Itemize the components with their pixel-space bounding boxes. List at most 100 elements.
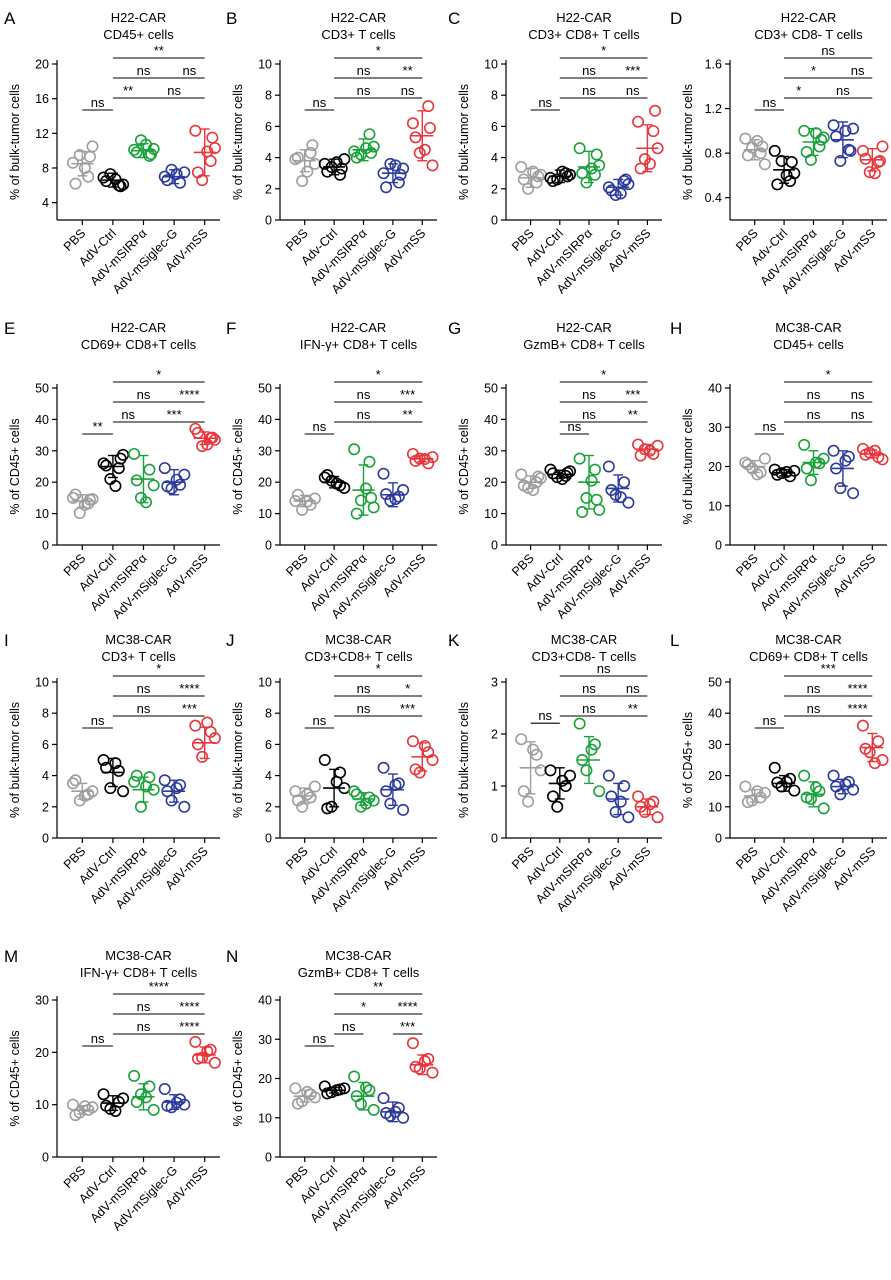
data-point: [114, 452, 127, 465]
sig-label: ns: [357, 701, 371, 716]
series-1: [768, 761, 801, 797]
panel-a: A H22-CAR CD45+ cells 4 8 12 16 20 % of bulk-tum…: [4, 9, 221, 297]
sig-label: ns: [763, 95, 777, 110]
panel-letter: N: [226, 947, 238, 966]
data-point: [291, 151, 304, 164]
data-point: [768, 761, 781, 774]
data-point: [78, 162, 91, 175]
series-1: [544, 764, 576, 813]
data-point: [544, 764, 557, 777]
y-tick-label: 20: [708, 769, 722, 783]
data-point: [158, 462, 171, 475]
data-point: [551, 800, 564, 813]
data-point: [863, 166, 876, 179]
sig-label: ns: [851, 63, 865, 78]
series-2: [128, 769, 160, 813]
data-point: [872, 735, 885, 748]
panel-title-line: H22-CAR: [556, 320, 612, 335]
data-point: [758, 158, 771, 171]
data-point: [363, 128, 376, 141]
sig-label: ns: [582, 63, 596, 78]
panel-title-line: MC38-CAR: [551, 632, 617, 647]
panel-letter: E: [4, 319, 15, 338]
data-point: [798, 769, 811, 782]
y-tick-label: 30: [35, 444, 49, 458]
data-point: [189, 124, 202, 137]
data-point: [365, 491, 378, 504]
data-point: [389, 159, 402, 172]
series-1: [768, 463, 801, 483]
y-tick-label: 6: [491, 120, 498, 134]
y-tick-label: 10: [35, 1098, 49, 1112]
sig-label: ***: [400, 701, 415, 716]
panel-title-line: H22-CAR: [111, 10, 167, 25]
data-point: [800, 791, 813, 804]
data-point: [590, 148, 603, 161]
sig-label: ns: [807, 387, 821, 402]
data-point: [527, 484, 540, 497]
series-2: [128, 447, 160, 509]
data-point: [201, 1045, 214, 1058]
sig-label: ns: [582, 387, 596, 402]
y-axis-label: % of bulk-tumor cells: [231, 84, 245, 200]
y-tick-label: 4: [265, 151, 272, 165]
y-tick-label: 10: [35, 676, 49, 690]
data-point: [301, 788, 314, 801]
data-point: [868, 167, 881, 180]
y-tick-label: 30: [484, 444, 498, 458]
y-axis-label: % of CD45+ cells: [231, 418, 245, 514]
y-tick-label: 10: [258, 676, 272, 690]
data-point: [517, 785, 530, 798]
panel-title-line: CD3+CD8+ T cells: [305, 649, 413, 664]
y-tick-label: 8: [42, 707, 49, 721]
data-point: [868, 757, 881, 770]
data-point: [367, 794, 380, 807]
panel-letter: B: [226, 9, 237, 28]
data-point: [741, 458, 754, 471]
data-point: [206, 131, 219, 144]
data-point: [842, 450, 855, 463]
data-point: [170, 782, 183, 795]
panel-title-line: IFN-γ+ CD8+ T cells: [300, 337, 418, 352]
data-point: [768, 144, 781, 157]
panel-letter: K: [448, 631, 460, 650]
data-point: [751, 468, 764, 481]
panel-b: B H22-CAR CD3+ T cells 0 2 4 6 8 10 % of bulk-tum…: [226, 9, 439, 297]
panel-letter: H: [670, 319, 682, 338]
panel-title-line: IFN-γ+ CD8+ T cells: [80, 965, 198, 980]
panel-title-line: CD3+ T cells: [321, 27, 396, 42]
data-point: [593, 785, 606, 798]
panel-letter: F: [226, 319, 236, 338]
y-tick-label: 10: [35, 507, 49, 521]
y-tick-label: 50: [35, 382, 49, 396]
sig-label: *: [376, 43, 381, 58]
sig-label: ns: [821, 43, 835, 58]
data-point: [178, 166, 191, 179]
series-1: [97, 168, 130, 193]
data-point: [112, 764, 125, 777]
y-tick-label: 6: [265, 120, 272, 134]
data-point: [580, 764, 593, 777]
series-3: [377, 467, 410, 508]
y-tick-label: 10: [258, 507, 272, 521]
data-point: [296, 175, 309, 188]
sig-label: ***: [182, 701, 197, 716]
panel-title-line: CD45+ cells: [103, 27, 174, 42]
data-point: [649, 104, 662, 117]
y-tick-label: 2: [491, 182, 498, 196]
data-point: [318, 1080, 331, 1093]
data-point: [130, 769, 143, 782]
sig-label: **: [628, 701, 638, 716]
sig-label: ns: [91, 713, 105, 728]
panel-letter: G: [448, 319, 461, 338]
data-point: [406, 1037, 419, 1050]
data-point: [389, 493, 402, 506]
panel-title-line: H22-CAR: [111, 320, 167, 335]
panel-title-line: H22-CAR: [556, 10, 612, 25]
panel-m: M MC38-CAR IFN-γ+ CD8+ T cells 0 10 20 30 % of …: [4, 947, 221, 1234]
data-point: [756, 140, 769, 153]
sig-label: *: [811, 63, 816, 78]
series-3: [158, 462, 191, 496]
series-3: [377, 761, 410, 816]
y-tick-label: 0: [715, 539, 722, 553]
